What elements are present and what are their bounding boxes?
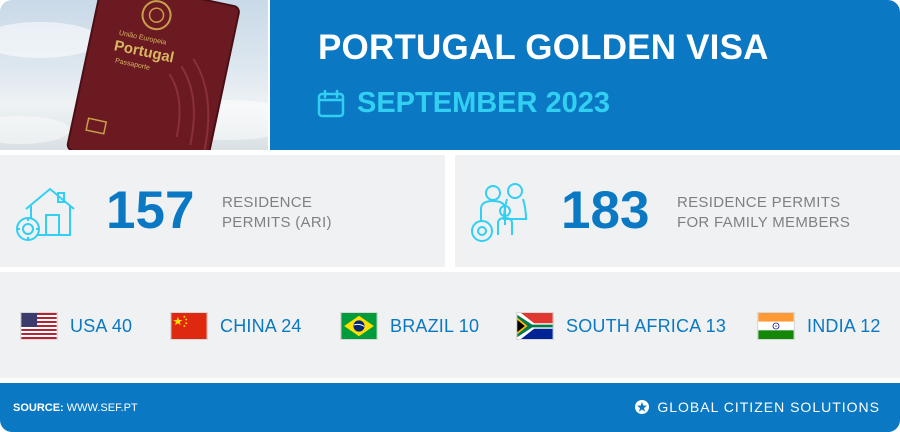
source-link[interactable]: WWW.SEF.PT — [66, 402, 138, 414]
brand-name: GLOBAL CITIZEN SOLUTIONS — [657, 399, 880, 415]
country-item-brazil: BRAZIL 10 — [340, 312, 479, 340]
source-label: SOURCE: — [13, 402, 64, 414]
country-label: USA 40 — [70, 315, 133, 336]
family-icon — [471, 183, 528, 242]
south-africa-flag-icon — [516, 312, 554, 340]
country-item-india: INDIA 12 — [757, 312, 881, 340]
countries-row: USA 40 CHINA 24 BRAZIL 10 — [0, 272, 900, 378]
china-flag-icon — [170, 312, 208, 340]
stat-card-ari: 157 RESIDENCE PERMITS (ARI) — [0, 155, 445, 267]
footer: SOURCE: WWW.SEF.PT GLOBAL CITIZEN SOLUTI… — [0, 383, 900, 432]
stat-label-ari: RESIDENCE PERMITS (ARI) — [222, 193, 332, 233]
brazil-flag-icon — [340, 312, 378, 340]
country-label: BRAZIL 10 — [390, 315, 480, 336]
calendar-icon — [317, 89, 345, 117]
house-icon — [16, 187, 75, 241]
stat-label-line: RESIDENCE — [222, 194, 313, 211]
stat-label-line: RESIDENCE PERMITS — [677, 194, 841, 211]
india-flag-icon — [757, 312, 795, 340]
source-text: SOURCE: WWW.SEF.PT — [13, 402, 138, 414]
country-item-south-africa: SOUTH AFRICA 13 — [516, 312, 726, 340]
country-label: CHINA 24 — [220, 315, 302, 336]
stat-label-line: FOR FAMILY MEMBERS — [677, 214, 851, 231]
date-row: SEPTEMBER 2023 — [316, 87, 610, 120]
header-panel: PORTUGAL GOLDEN VISA SEPTEMBER 2023 — [270, 0, 900, 150]
stat-label-family: RESIDENCE PERMITS FOR FAMILY MEMBERS — [677, 193, 850, 233]
country-label: SOUTH AFRICA 13 — [566, 315, 727, 336]
usa-flag-icon — [20, 312, 58, 340]
passport-photo: União Europeia Portugal Passaporte — [0, 0, 268, 150]
stat-card-family: 183 RESIDENCE PERMITS FOR FAMILY MEMBERS — [455, 155, 900, 267]
stat-value-ari: 157 — [106, 181, 195, 240]
brand-logo-icon — [635, 400, 650, 414]
page-title: PORTUGAL GOLDEN VISA — [318, 28, 769, 67]
country-item-usa: USA 40 — [20, 312, 132, 340]
country-item-china: CHINA 24 — [170, 312, 302, 340]
country-label: INDIA 12 — [807, 315, 881, 336]
brand: GLOBAL CITIZEN SOLUTIONS — [634, 399, 880, 415]
stat-value-family: 183 — [561, 181, 650, 240]
report-date: SEPTEMBER 2023 — [357, 87, 611, 119]
stat-label-line: PERMITS (ARI) — [222, 214, 332, 231]
